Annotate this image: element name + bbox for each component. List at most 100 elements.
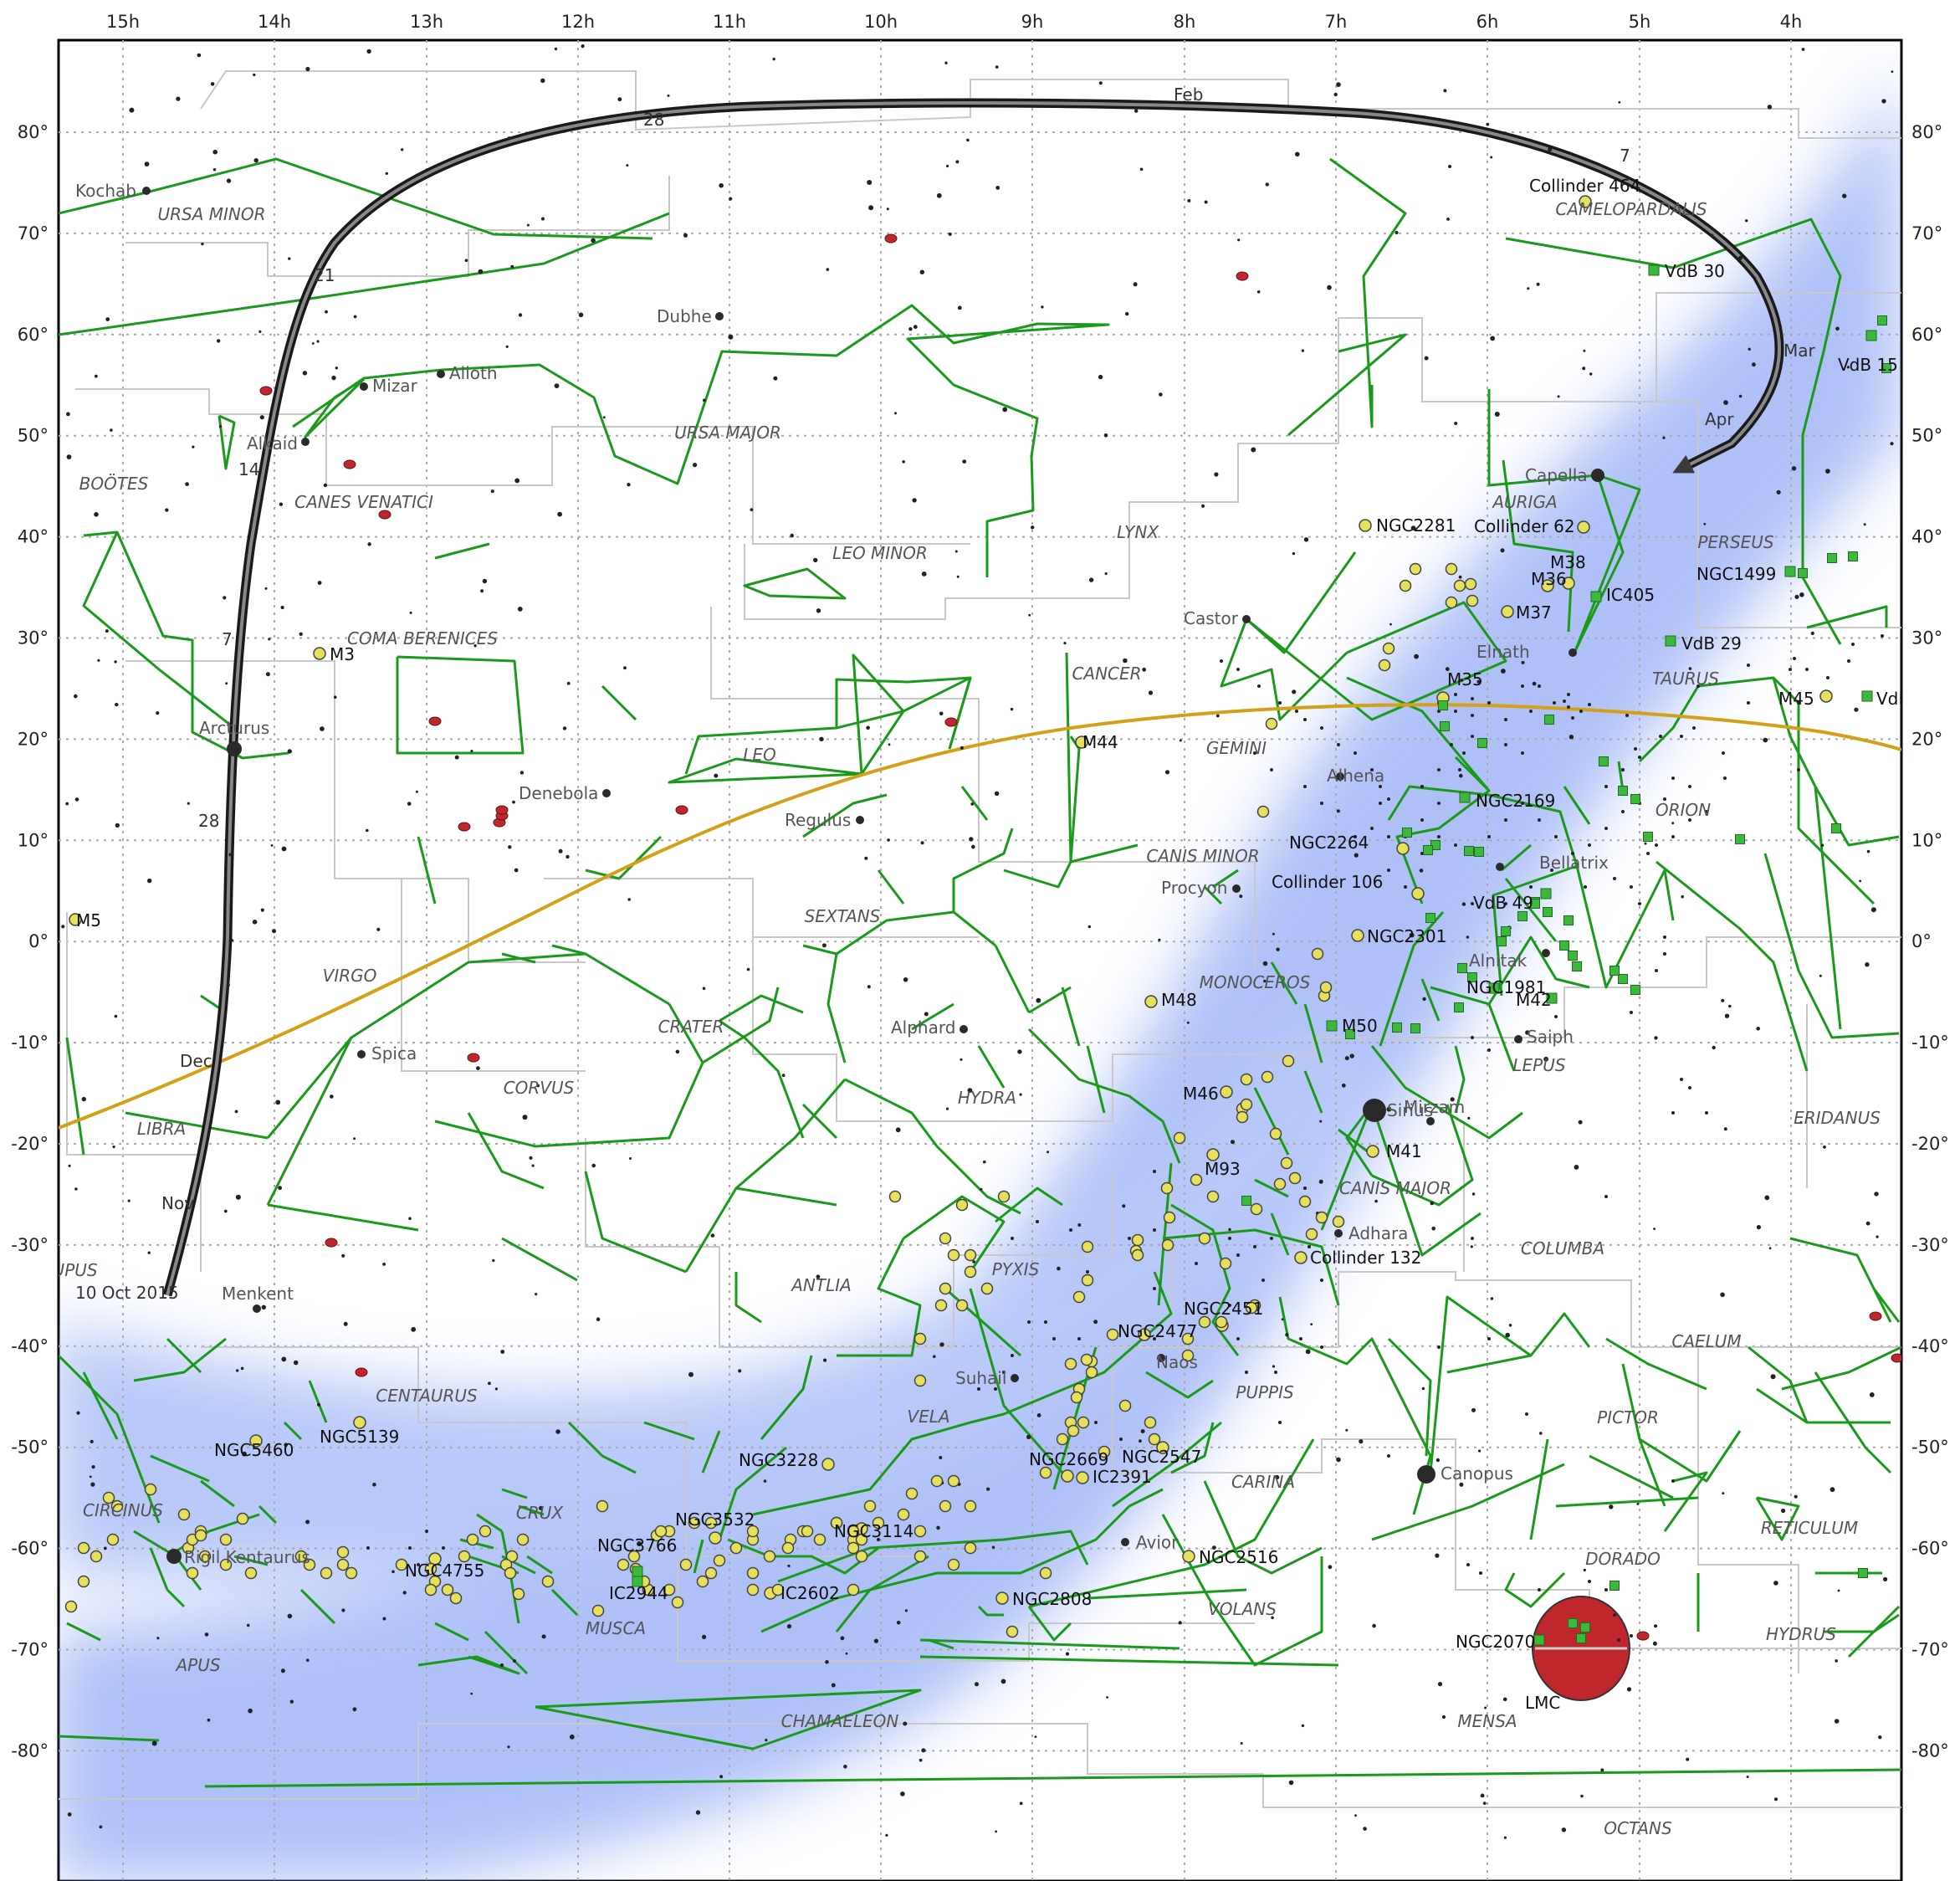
cluster-marker[interactable] (596, 1499, 609, 1513)
nebula-marker[interactable] (1457, 963, 1467, 973)
cluster-marker[interactable] (504, 1566, 517, 1580)
galaxy-marker[interactable] (355, 1367, 368, 1377)
nebula-marker[interactable] (1858, 1568, 1868, 1578)
nebula-marker[interactable] (1530, 899, 1540, 909)
cluster-marker[interactable] (654, 1525, 668, 1538)
cluster-marker[interactable] (696, 1575, 709, 1588)
nebula-marker[interactable] (1848, 551, 1858, 561)
cluster-marker[interactable] (964, 1265, 977, 1279)
cluster-marker[interactable] (591, 1604, 605, 1617)
cluster-collinder-132[interactable] (1294, 1251, 1308, 1264)
cluster-marker[interactable] (541, 1575, 555, 1588)
nebula-marker[interactable] (1474, 847, 1484, 857)
cluster-marker[interactable] (90, 1550, 103, 1563)
nebula-marker[interactable] (1576, 1633, 1586, 1643)
cluster-marker[interactable] (939, 1282, 952, 1295)
nebula-marker[interactable] (1544, 715, 1554, 725)
cluster-ngc2264[interactable] (1396, 842, 1410, 855)
cluster-marker[interactable] (663, 1583, 676, 1597)
cluster-marker[interactable] (1240, 1098, 1253, 1111)
nebula-vdb-15[interactable] (1865, 330, 1877, 341)
nebula-marker[interactable] (1438, 700, 1448, 710)
cluster-marker[interactable] (1181, 1349, 1195, 1362)
cluster-marker[interactable] (964, 1541, 977, 1555)
star-alkaid[interactable] (301, 438, 310, 446)
cluster-marker[interactable] (1064, 1357, 1077, 1371)
galaxy-marker[interactable] (343, 459, 356, 469)
star-adhara[interactable] (1334, 1229, 1343, 1238)
cluster-marker[interactable] (771, 1583, 785, 1597)
cluster-marker[interactable] (516, 1533, 530, 1546)
cluster-marker[interactable] (713, 1554, 726, 1567)
cluster-marker[interactable] (897, 1508, 910, 1521)
star-rigil-kentaurus[interactable] (166, 1549, 182, 1564)
cluster-marker[interactable] (1144, 1416, 1157, 1429)
nebula-marker[interactable] (1827, 553, 1837, 563)
cluster-marker[interactable] (1081, 1240, 1094, 1253)
cluster-marker[interactable] (303, 1558, 316, 1571)
cluster-marker[interactable] (813, 1533, 826, 1546)
cluster-marker[interactable] (505, 1550, 519, 1563)
cluster-marker[interactable] (1256, 805, 1270, 818)
nebula-marker[interactable] (1440, 721, 1450, 731)
cluster-marker[interactable] (830, 1516, 843, 1530)
cluster-ngc2281[interactable] (1359, 519, 1372, 532)
galaxy-marker[interactable] (428, 716, 442, 726)
cluster-marker[interactable] (458, 1550, 471, 1563)
nebula-vdb-29[interactable] (1665, 635, 1676, 647)
cluster-marker[interactable] (1181, 1332, 1195, 1345)
cluster-m37[interactable] (1501, 605, 1514, 618)
cluster-marker[interactable] (872, 1516, 885, 1530)
star-regulus[interactable] (856, 816, 864, 824)
cluster-marker[interactable] (466, 1533, 479, 1546)
cluster-marker[interactable] (64, 1600, 78, 1613)
cluster-marker[interactable] (763, 1550, 776, 1563)
cluster-marker[interactable] (930, 1474, 944, 1488)
cluster-marker[interactable] (512, 1587, 525, 1601)
cluster-marker[interactable] (219, 1558, 233, 1571)
galaxy-marker[interactable] (1636, 1631, 1650, 1641)
cluster-marker[interactable] (1399, 579, 1412, 592)
cluster-marker[interactable] (1072, 1290, 1086, 1304)
galaxy-marker[interactable] (1236, 271, 1249, 281)
cluster-marker[interactable] (194, 1529, 207, 1542)
nebula-ngc1499[interactable] (1784, 566, 1796, 577)
cluster-marker[interactable] (704, 1566, 718, 1580)
cluster-marker[interactable] (964, 1499, 977, 1513)
nebula-ic2944[interactable] (632, 1576, 643, 1587)
cluster-marker[interactable] (1173, 1131, 1186, 1145)
nebula-marker[interactable] (1241, 1196, 1251, 1206)
cluster-marker[interactable] (219, 1533, 233, 1546)
star-elnath[interactable] (1569, 648, 1577, 657)
star-dubhe[interactable] (715, 312, 724, 320)
cluster-marker[interactable] (913, 1374, 927, 1387)
cluster-marker[interactable] (1261, 1070, 1274, 1084)
nebula-marker[interactable] (1464, 846, 1474, 856)
nebula-marker[interactable] (1423, 845, 1433, 855)
cluster-marker[interactable] (913, 1332, 927, 1345)
cluster-marker[interactable] (1118, 1399, 1132, 1412)
cluster-marker[interactable] (781, 1541, 795, 1555)
cluster-marker[interactable] (1215, 1315, 1228, 1329)
cluster-marker[interactable] (1081, 1274, 1094, 1287)
cluster-marker[interactable] (186, 1566, 199, 1580)
cluster-marker[interactable] (679, 1558, 693, 1571)
cluster-marker[interactable] (1148, 1433, 1161, 1446)
cluster-ngc3228[interactable] (821, 1458, 835, 1471)
star-bellatrix[interactable] (1496, 863, 1504, 871)
cluster-marker[interactable] (1273, 1177, 1287, 1191)
cluster-marker[interactable] (177, 1508, 191, 1521)
nebula-vdb-20[interactable] (1861, 690, 1873, 702)
cluster-marker[interactable] (704, 1516, 718, 1530)
cluster-marker[interactable] (1219, 1257, 1232, 1270)
cluster-marker[interactable] (110, 1499, 124, 1513)
cluster-marker[interactable] (746, 1583, 760, 1597)
cluster-marker[interactable] (855, 1550, 868, 1563)
cluster-marker[interactable] (1311, 947, 1324, 961)
star-alioth[interactable] (437, 370, 445, 378)
cluster-marker[interactable] (947, 1558, 960, 1571)
cluster-m36[interactable] (1562, 577, 1575, 590)
cluster-marker[interactable] (1280, 1156, 1293, 1170)
cluster-marker[interactable] (964, 1248, 977, 1262)
cluster-m46[interactable] (1220, 1085, 1233, 1099)
